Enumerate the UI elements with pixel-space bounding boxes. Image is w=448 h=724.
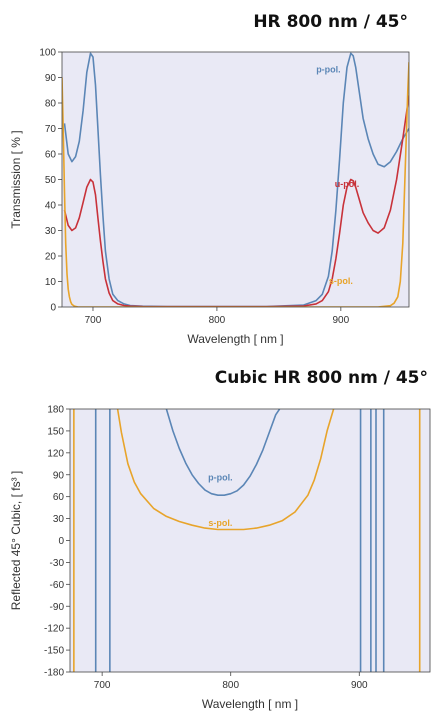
y-tick-label: 70: [45, 124, 57, 135]
series-label-spol: s-pol.: [329, 276, 353, 286]
plot-area: [70, 409, 430, 672]
y-axis-label: Transmission [ % ]: [9, 130, 23, 228]
y-tick-label: -150: [44, 646, 64, 657]
x-tick-label: 900: [351, 680, 368, 691]
y-tick-label: 0: [50, 303, 56, 314]
series-label-ppol: p-pol.: [316, 64, 341, 74]
series-line-ppol: [165, 409, 281, 496]
y-tick-label: 90: [45, 73, 57, 84]
x-tick-label: 800: [209, 315, 226, 326]
y-tick-label: 100: [39, 48, 56, 59]
y-tick-label: 60: [53, 492, 65, 503]
series-label-spol: s-pol.: [208, 518, 232, 528]
plot-series-group: [73, 409, 421, 672]
x-tick-label: 700: [94, 680, 111, 691]
y-tick-label: 120: [47, 448, 64, 459]
y-tick-label: 80: [45, 99, 57, 110]
x-tick-label: 700: [85, 315, 102, 326]
y-tick-label: -120: [44, 624, 64, 635]
y-tick-label: 50: [45, 175, 57, 186]
chart-title-cubic: Cubic HR 800 nm / 45°: [214, 368, 428, 388]
y-tick-label: 20: [45, 252, 57, 263]
y-tick-label: 150: [47, 426, 64, 437]
chart-title-transmission: HR 800 nm / 45°: [253, 12, 408, 32]
y-axis-label: Reflected 45° Cubic, [ fs³ ]: [9, 471, 23, 611]
y-tick-label: 40: [45, 201, 57, 212]
y-tick-label: 30: [53, 514, 65, 525]
x-axis-label: Wavelength [ nm ]: [202, 697, 298, 711]
y-tick-label: 90: [53, 470, 65, 481]
y-tick-label: -60: [50, 580, 65, 591]
series-line-spol: [62, 62, 409, 307]
x-tick-label: 800: [222, 680, 239, 691]
y-tick-label: 180: [47, 405, 64, 416]
y-tick-label: 60: [45, 150, 57, 161]
y-tick-label: 10: [45, 277, 57, 288]
y-tick-label: -90: [50, 602, 65, 613]
y-tick-label: -180: [44, 668, 64, 679]
y-tick-label: -30: [50, 558, 65, 569]
series-line-spol: [116, 409, 335, 531]
x-tick-label: 900: [332, 315, 349, 326]
series-label-upol: u-pol.: [335, 179, 360, 189]
transmission-chart: 0 10 20 30 40 50 60 70 80 90 100 700 800 900 Wavelengt…: [9, 48, 410, 346]
x-axis-label: Wavelength [ nm ]: [187, 332, 283, 346]
y-tick-label: 30: [45, 226, 57, 237]
series-label-ppol: p-pol.: [208, 473, 233, 483]
y-tick-label: 0: [58, 536, 64, 547]
